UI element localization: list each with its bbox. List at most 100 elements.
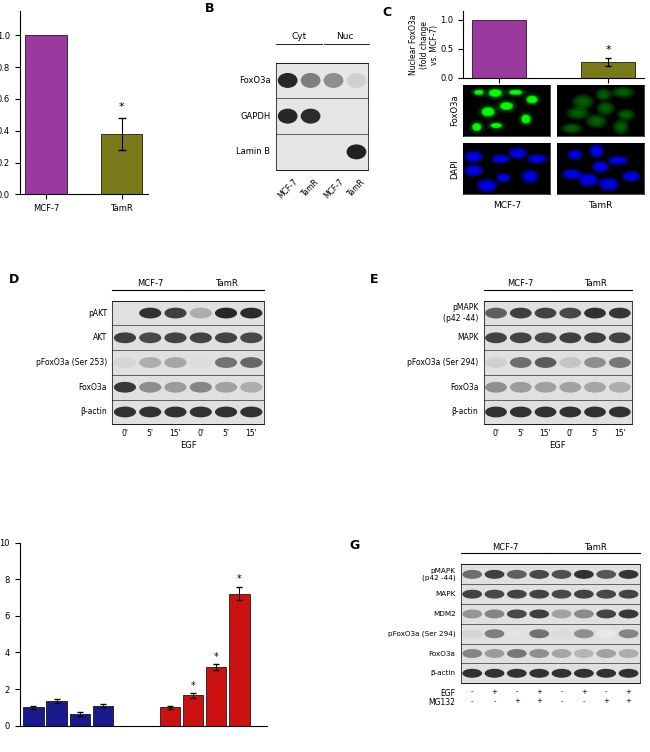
Text: *: * (237, 574, 242, 584)
Ellipse shape (530, 630, 549, 638)
Ellipse shape (619, 669, 638, 677)
Text: MCF-7: MCF-7 (493, 543, 519, 552)
Text: pMAPK
(p42 -44): pMAPK (p42 -44) (422, 568, 456, 581)
Text: Cyt: Cyt (291, 32, 307, 41)
Ellipse shape (585, 333, 605, 342)
Text: *: * (605, 45, 611, 56)
Text: 0': 0' (197, 429, 204, 438)
Text: EGF: EGF (441, 689, 456, 698)
Text: -: - (493, 698, 496, 704)
Text: EGF: EGF (180, 441, 196, 450)
Ellipse shape (530, 610, 549, 617)
Ellipse shape (597, 571, 616, 578)
Text: B: B (205, 2, 214, 15)
Ellipse shape (610, 308, 630, 318)
Text: *: * (214, 652, 218, 662)
Ellipse shape (463, 650, 482, 657)
Ellipse shape (190, 408, 211, 417)
Ellipse shape (216, 358, 237, 367)
Ellipse shape (216, 408, 237, 417)
Ellipse shape (552, 650, 571, 657)
Text: FoxO3a: FoxO3a (79, 383, 107, 392)
Ellipse shape (619, 630, 638, 638)
Text: Nuc: Nuc (336, 32, 354, 41)
Ellipse shape (508, 610, 526, 617)
Ellipse shape (619, 571, 638, 578)
Text: +: + (536, 698, 542, 704)
Text: 5': 5' (592, 429, 599, 438)
Text: FoxO3a: FoxO3a (429, 650, 456, 656)
Text: 15': 15' (170, 429, 181, 438)
Ellipse shape (486, 308, 506, 318)
Text: +: + (581, 689, 587, 695)
Text: TamR: TamR (214, 279, 237, 288)
Ellipse shape (190, 333, 211, 342)
Ellipse shape (241, 383, 262, 392)
Ellipse shape (552, 630, 571, 638)
Bar (46, 701, 67, 726)
Bar (206, 667, 226, 726)
Ellipse shape (536, 358, 556, 367)
Ellipse shape (511, 333, 531, 342)
Ellipse shape (114, 408, 135, 417)
Text: 5': 5' (517, 429, 525, 438)
Ellipse shape (597, 669, 616, 677)
Text: 15': 15' (614, 429, 626, 438)
Ellipse shape (575, 630, 593, 638)
Ellipse shape (463, 571, 482, 578)
Text: +: + (536, 689, 542, 695)
Ellipse shape (165, 333, 186, 342)
Bar (25, 35, 67, 195)
Ellipse shape (114, 333, 135, 342)
Text: *: * (119, 102, 124, 111)
Text: 0': 0' (493, 429, 499, 438)
Ellipse shape (486, 358, 506, 367)
Text: -: - (560, 698, 563, 704)
Ellipse shape (530, 571, 549, 578)
Ellipse shape (619, 610, 638, 617)
Ellipse shape (463, 669, 482, 677)
Bar (484, 301, 632, 424)
Ellipse shape (585, 358, 605, 367)
Ellipse shape (585, 308, 605, 318)
Ellipse shape (241, 308, 262, 318)
Ellipse shape (560, 383, 580, 392)
Ellipse shape (486, 333, 506, 342)
Text: -: - (560, 689, 563, 695)
Bar (229, 594, 250, 726)
Ellipse shape (463, 590, 482, 598)
Ellipse shape (536, 408, 556, 417)
Text: pAKT: pAKT (88, 308, 107, 317)
Text: G: G (349, 539, 359, 552)
Text: EGF: EGF (550, 441, 566, 450)
Ellipse shape (140, 333, 161, 342)
Text: MCF-7: MCF-7 (137, 279, 163, 288)
Text: pMAPK
(p42 -44): pMAPK (p42 -44) (443, 303, 478, 323)
Text: D: D (9, 273, 20, 287)
Text: pFoxO3a (Ser 253): pFoxO3a (Ser 253) (36, 358, 107, 367)
Ellipse shape (530, 590, 549, 598)
Text: β-actin: β-actin (81, 408, 107, 417)
Text: FoxO3a: FoxO3a (450, 383, 478, 392)
Text: 5': 5' (147, 429, 154, 438)
Text: 15': 15' (246, 429, 257, 438)
Ellipse shape (511, 308, 531, 318)
Ellipse shape (486, 590, 504, 598)
Ellipse shape (140, 358, 161, 367)
Ellipse shape (140, 383, 161, 392)
Ellipse shape (508, 650, 526, 657)
Y-axis label: Nuclear FoxO3a
(fold change
vs. MCF-7): Nuclear FoxO3a (fold change vs. MCF-7) (410, 14, 439, 75)
Bar (461, 565, 640, 683)
Ellipse shape (575, 571, 593, 578)
Ellipse shape (508, 630, 526, 638)
Text: MCF-7: MCF-7 (493, 201, 521, 210)
Text: -: - (471, 689, 473, 695)
Ellipse shape (324, 74, 343, 87)
Ellipse shape (610, 333, 630, 342)
Ellipse shape (486, 630, 504, 638)
Y-axis label: DAPI: DAPI (450, 159, 460, 178)
Text: pFoxO3a (Ser 294): pFoxO3a (Ser 294) (408, 358, 478, 367)
Ellipse shape (140, 408, 161, 417)
Ellipse shape (610, 358, 630, 367)
Text: -: - (515, 689, 518, 695)
